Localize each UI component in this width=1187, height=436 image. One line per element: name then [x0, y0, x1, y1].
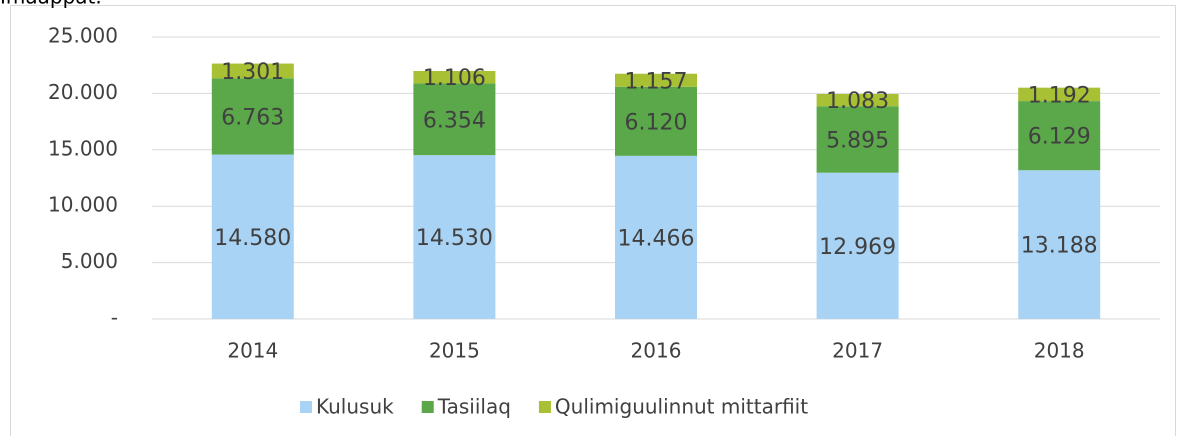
- data-label: 5.895: [826, 128, 889, 153]
- bar-segment: [413, 155, 496, 319]
- x-tick-label: 2017: [832, 339, 883, 363]
- bar-segment: [1018, 87, 1101, 102]
- bar-segment: [211, 63, 294, 79]
- data-label: 6.763: [221, 105, 284, 130]
- data-label: 14.580: [214, 226, 291, 251]
- y-tick-label: 10.000: [48, 193, 118, 217]
- data-label: 1.083: [826, 89, 889, 114]
- bar-segment: [211, 78, 294, 155]
- bar-segment: [816, 106, 899, 173]
- bar-segment: [211, 154, 294, 319]
- y-tick-label: 5.000: [61, 249, 118, 273]
- bar-segment: [1018, 170, 1101, 319]
- bar-segment: [816, 93, 899, 107]
- data-label: 6.354: [423, 108, 486, 133]
- bar-segment: [615, 86, 697, 156]
- bar-segment: [413, 83, 496, 156]
- data-label: 6.120: [625, 110, 688, 135]
- bar-segment: [1018, 101, 1101, 171]
- data-label: 1.301: [221, 60, 284, 85]
- legend-swatch: [300, 401, 312, 413]
- data-label: 13.188: [1021, 234, 1098, 259]
- data-label: 1.157: [625, 69, 688, 94]
- data-label: 14.530: [416, 226, 493, 251]
- bar-segment: [816, 172, 899, 319]
- legend-label: Tasiilaq: [437, 395, 511, 419]
- y-tick-label: 25.000: [48, 24, 118, 48]
- chart-title: Imaappat.: [0, 0, 102, 9]
- x-tick-label: 2018: [1034, 339, 1085, 363]
- legend-label: Kulusuk: [316, 395, 394, 419]
- legend-label: Qulimiguulinnut mittarfiit: [555, 395, 808, 419]
- y-tick-label: 15.000: [48, 136, 118, 160]
- legend-swatch: [538, 401, 551, 413]
- bar-segment: [615, 155, 697, 319]
- x-tick-label: 2016: [631, 339, 682, 363]
- chart-border: [10, 5, 1176, 436]
- y-tick-label: 20.000: [48, 80, 118, 104]
- legend-swatch: [421, 401, 434, 413]
- y-tick-label: -: [111, 306, 118, 330]
- bar-segment: [615, 73, 697, 87]
- data-label: 12.969: [819, 235, 896, 260]
- x-tick-label: 2015: [429, 339, 480, 363]
- bar-segment: [413, 70, 496, 84]
- data-label: 1.192: [1028, 83, 1091, 108]
- data-label: 6.129: [1028, 125, 1091, 150]
- x-tick-label: 2014: [227, 339, 278, 363]
- data-label: 1.106: [423, 66, 486, 91]
- data-label: 14.466: [618, 226, 695, 251]
